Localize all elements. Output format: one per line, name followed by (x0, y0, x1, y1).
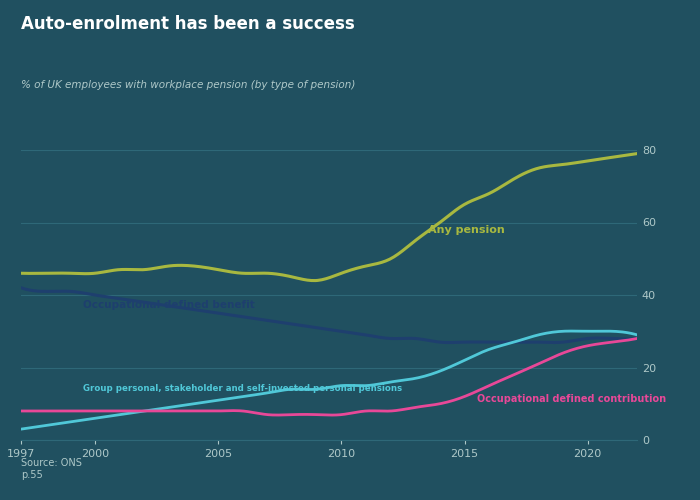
Text: % of UK employees with workplace pension (by type of pension): % of UK employees with workplace pension… (21, 80, 356, 90)
Text: Occupational defined contribution: Occupational defined contribution (477, 394, 666, 404)
Text: Group personal, stakeholder and self-invested personal pensions: Group personal, stakeholder and self-inv… (83, 384, 402, 393)
Text: Source: ONS
p.55: Source: ONS p.55 (21, 458, 82, 480)
Text: Auto-enrolment has been a success: Auto-enrolment has been a success (21, 15, 355, 33)
Text: Any pension: Any pension (428, 226, 504, 235)
Text: Occupational defined benefit: Occupational defined benefit (83, 300, 254, 310)
